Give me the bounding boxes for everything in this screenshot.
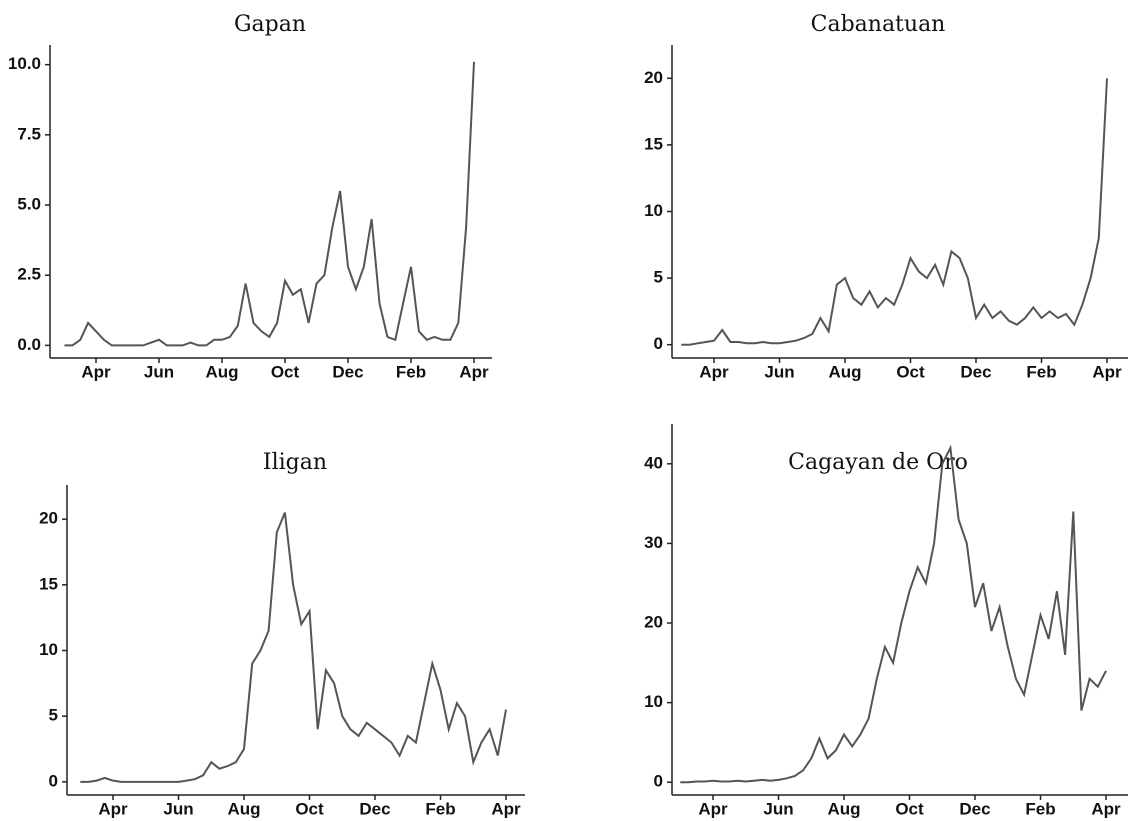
y-tick-label: 0 [654,334,663,353]
y-tick-label: 10 [644,201,663,220]
y-tick-label: 10 [39,640,58,659]
y-tick-label: 15 [39,574,58,593]
x-tick-label: Apr [98,799,128,818]
x-tick-label: Apr [81,362,111,381]
y-tick-label: 2.5 [17,265,41,284]
x-tick-label: Jun [763,799,793,818]
x-tick-label: Aug [827,799,860,818]
series-line [680,444,1107,784]
x-tick-label: Aug [205,362,238,381]
x-tick-label: Aug [828,362,861,381]
x-tick-label: Oct [896,362,925,381]
chart-title: Gapan [234,12,306,37]
x-tick-label: Feb [425,799,455,818]
x-tick-label: Dec [960,362,991,381]
chart-title: Iligan [263,450,327,475]
x-tick-label: Dec [332,362,363,381]
x-tick-label: Feb [396,362,426,381]
x-tick-label: Apr [459,362,489,381]
y-tick-label: 0.0 [17,335,41,354]
y-tick-label: 5 [654,268,663,287]
y-tick-label: 30 [644,533,663,552]
x-tick-label: Jun [764,362,794,381]
y-tick-label: 7.5 [17,124,41,143]
y-tick-label: 15 [644,134,663,153]
x-tick-label: Apr [491,799,521,818]
x-tick-label: Aug [227,799,260,818]
y-tick-label: 0 [49,771,58,790]
x-tick-label: Feb [1026,362,1056,381]
y-tick-label: 0 [654,772,663,791]
y-tick-label: 5 [49,706,58,725]
x-tick-label: Dec [959,799,990,818]
chart-title: Cabanatuan [811,12,946,37]
x-tick-label: Oct [895,799,924,818]
y-tick-label: 20 [39,509,58,528]
x-tick-label: Apr [1091,799,1121,818]
y-tick-label: 5.0 [17,194,41,213]
x-tick-label: Dec [359,799,390,818]
chart-title: Cagayan de Oro [788,450,968,475]
y-tick-label: 40 [644,453,663,472]
x-tick-label: Apr [698,799,728,818]
series-line [80,512,507,783]
x-tick-label: Feb [1025,799,1055,818]
x-tick-label: Apr [1092,362,1122,381]
x-tick-label: Oct [295,799,324,818]
series-line [64,61,475,347]
x-tick-label: Jun [144,362,174,381]
x-tick-label: Oct [271,362,300,381]
y-tick-label: 20 [644,613,663,632]
y-tick-label: 10 [644,692,663,711]
y-tick-label: 20 [644,68,663,87]
y-tick-label: 10.0 [8,54,41,73]
series-line [681,78,1108,346]
x-tick-label: Jun [163,799,193,818]
x-tick-label: Apr [699,362,729,381]
